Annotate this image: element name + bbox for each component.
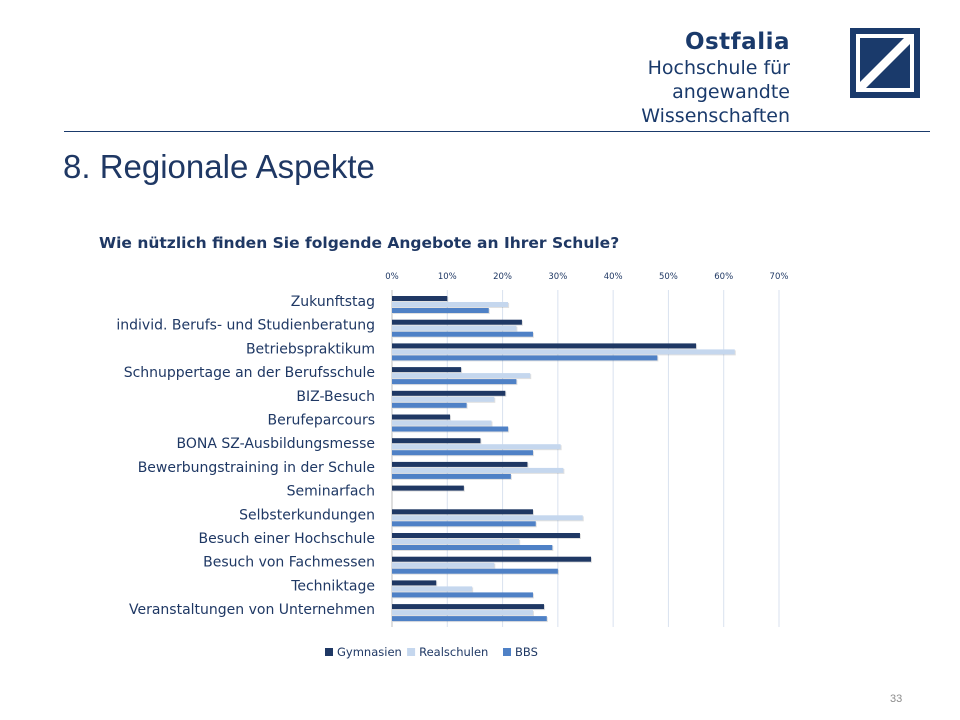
x-tick-label: 60% — [714, 272, 733, 282]
bar-gymnasien — [392, 461, 528, 467]
category-label: Selbsterkundungen — [239, 507, 375, 523]
logo-text: Ostfalia Hochschule für angewandte Wisse… — [575, 28, 790, 128]
bar-realschulen — [392, 420, 492, 426]
bar-bbs — [392, 331, 533, 337]
bar-bbs — [392, 616, 547, 622]
category-label: individ. Berufs- und Studienberatung — [116, 318, 375, 334]
bar-bbs — [392, 450, 533, 456]
bar-bbs — [392, 473, 511, 479]
bar-realschulen — [392, 373, 531, 379]
bar-bbs — [392, 402, 467, 408]
bar-realschulen — [392, 586, 473, 592]
page-number: 33 — [890, 693, 903, 705]
legend-label: Gymnasien — [337, 645, 402, 659]
category-label: BIZ-Besuch — [296, 389, 375, 405]
category-label: Berufeparcours — [268, 413, 376, 429]
ostfalia-logo-mark-icon — [850, 28, 920, 98]
bar-realschulen — [392, 444, 561, 450]
bar-realschulen — [392, 349, 735, 355]
bar-gymnasien — [392, 604, 545, 610]
x-tick-label: 20% — [493, 272, 512, 282]
bar-gymnasien — [392, 367, 462, 373]
bar-realschulen — [392, 562, 495, 568]
header-divider — [64, 131, 930, 132]
bar-gymnasien — [392, 556, 592, 562]
bar-bbs — [392, 355, 658, 361]
bar-gymnasien — [392, 485, 464, 491]
legend-swatch — [407, 648, 416, 656]
category-label: Bewerbungstraining in der Schule — [138, 460, 375, 476]
x-tick-label: 40% — [604, 272, 623, 282]
category-label: Veranstaltungen von Unternehmen — [129, 602, 375, 618]
chart-title: Wie nützlich finden Sie folgende Angebot… — [99, 234, 620, 252]
legend-label: BBS — [515, 645, 538, 659]
bar-gymnasien — [392, 343, 697, 349]
category-label: Schnuppertage an der Berufsschule — [124, 365, 375, 381]
category-label: Techniktage — [290, 578, 375, 594]
bar-gymnasien — [392, 533, 580, 538]
category-label: BONA SZ-Ausbildungsmesse — [176, 436, 375, 452]
bar-bbs — [392, 568, 558, 574]
x-tick-label: 30% — [548, 272, 567, 282]
bar-gymnasien — [392, 390, 506, 396]
bar-realschulen — [392, 325, 517, 331]
logo-line-1: Hochschule für angewandte — [647, 57, 790, 103]
x-tick-label: 0% — [385, 272, 399, 282]
category-label: Besuch einer Hochschule — [198, 531, 375, 547]
bar-bbs — [392, 521, 536, 527]
category-label: Seminarfach — [287, 484, 375, 500]
category-label: Zukunftstag — [291, 294, 375, 310]
logo-line-2: Wissenschaften — [641, 105, 790, 127]
bar-realschulen — [392, 467, 564, 473]
bar-bbs — [392, 379, 517, 385]
bar-gymnasien — [392, 414, 451, 420]
bar-realschulen — [392, 539, 520, 544]
x-tick-label: 50% — [659, 272, 678, 282]
bar-realschulen — [392, 302, 509, 307]
bar-gymnasien — [392, 319, 522, 325]
bar-gymnasien — [392, 296, 448, 301]
slide-title: 8. Regionale Aspekte — [63, 148, 375, 185]
bar-bbs — [392, 308, 489, 313]
bar-bbs — [392, 592, 533, 598]
bar-bbs — [392, 426, 509, 432]
legend-label: Realschulen — [419, 645, 488, 659]
bar-gymnasien — [392, 580, 437, 586]
bar-realschulen — [392, 396, 495, 402]
category-label: Besuch von Fachmessen — [203, 555, 375, 571]
logo-name: Ostfalia — [684, 29, 790, 55]
bar-realschulen — [392, 515, 583, 521]
legend-swatch — [503, 648, 511, 656]
bar-gymnasien — [392, 509, 533, 515]
ostfalia-logo: Ostfalia Hochschule für angewandte Wisse… — [575, 28, 920, 127]
x-tick-label: 70% — [770, 272, 789, 282]
bar-realschulen — [392, 610, 533, 616]
category-label: Betriebspraktikum — [246, 341, 375, 357]
bar-bbs — [392, 545, 553, 550]
x-tick-label: 10% — [438, 272, 457, 282]
legend-swatch — [325, 648, 333, 656]
bar-gymnasien — [392, 438, 481, 444]
